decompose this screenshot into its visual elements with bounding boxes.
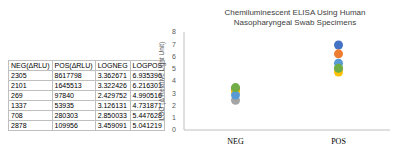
html-text:NEG(ΔRLU): NEG(ΔRLU) [11, 62, 50, 69]
svg-text:2: 2 [172, 102, 176, 109]
svg-text:8: 8 [172, 28, 176, 35]
svg-text:6: 6 [172, 53, 176, 60]
html-text:6.935396: 6.935396 [132, 72, 162, 79]
html-text:4.990516: 4.990516 [132, 92, 162, 99]
html-text:POS(ΔRLU): POS(ΔRLU) [54, 62, 93, 69]
html-text:1645513: 1645513 [54, 82, 82, 89]
svg-text:0: 0 [172, 126, 176, 133]
html-text:280303: 280303 [54, 112, 78, 119]
html-text:8617798: 8617798 [54, 72, 82, 79]
html-text:2878: 2878 [11, 122, 27, 129]
svg-text:NEG: NEG [227, 137, 244, 146]
html-text:5.447628: 5.447628 [132, 112, 162, 119]
html-text:1337: 1337 [11, 102, 27, 109]
html-text:2.850033: 2.850033 [97, 112, 127, 119]
svg-text:4: 4 [172, 77, 176, 84]
html-text:109956: 109956 [54, 122, 78, 129]
svg-text:7: 7 [172, 41, 176, 48]
svg-text:POS: POS [331, 137, 346, 146]
html-text:6.216301: 6.216301 [132, 82, 162, 89]
html-text:LOGNEG: LOGNEG [97, 62, 128, 69]
html-text:708: 708 [11, 112, 23, 119]
html-text:4.731871: 4.731871 [132, 102, 162, 109]
svg-text:5: 5 [172, 65, 176, 72]
html-text:53935: 53935 [54, 102, 74, 109]
html-text:2305: 2305 [11, 72, 27, 79]
html-text:3.126131: 3.126131 [97, 102, 127, 109]
html-text:5.041219: 5.041219 [132, 122, 162, 129]
html-text:3.459091: 3.459091 [97, 122, 127, 129]
html-text:Chemiluminescent ELISA Using H: Chemiluminescent ELISA Using Human Nasop… [224, 8, 366, 27]
html-text:2101: 2101 [11, 82, 27, 89]
html-text:3.322426: 3.322426 [97, 82, 127, 89]
html-text:2.429752: 2.429752 [97, 92, 127, 99]
html-text:LOGPOS: LOGPOS [132, 62, 163, 69]
svg-text:1: 1 [172, 114, 176, 121]
html-text:3.362671: 3.362671 [97, 72, 127, 79]
svg-text:3: 3 [172, 90, 176, 97]
svg-text:LOG (Δ Relative Light Unit): LOG (Δ Relative Light Unit) [158, 42, 166, 120]
html-text:97840: 97840 [54, 92, 74, 99]
html-text:269: 269 [11, 92, 23, 99]
